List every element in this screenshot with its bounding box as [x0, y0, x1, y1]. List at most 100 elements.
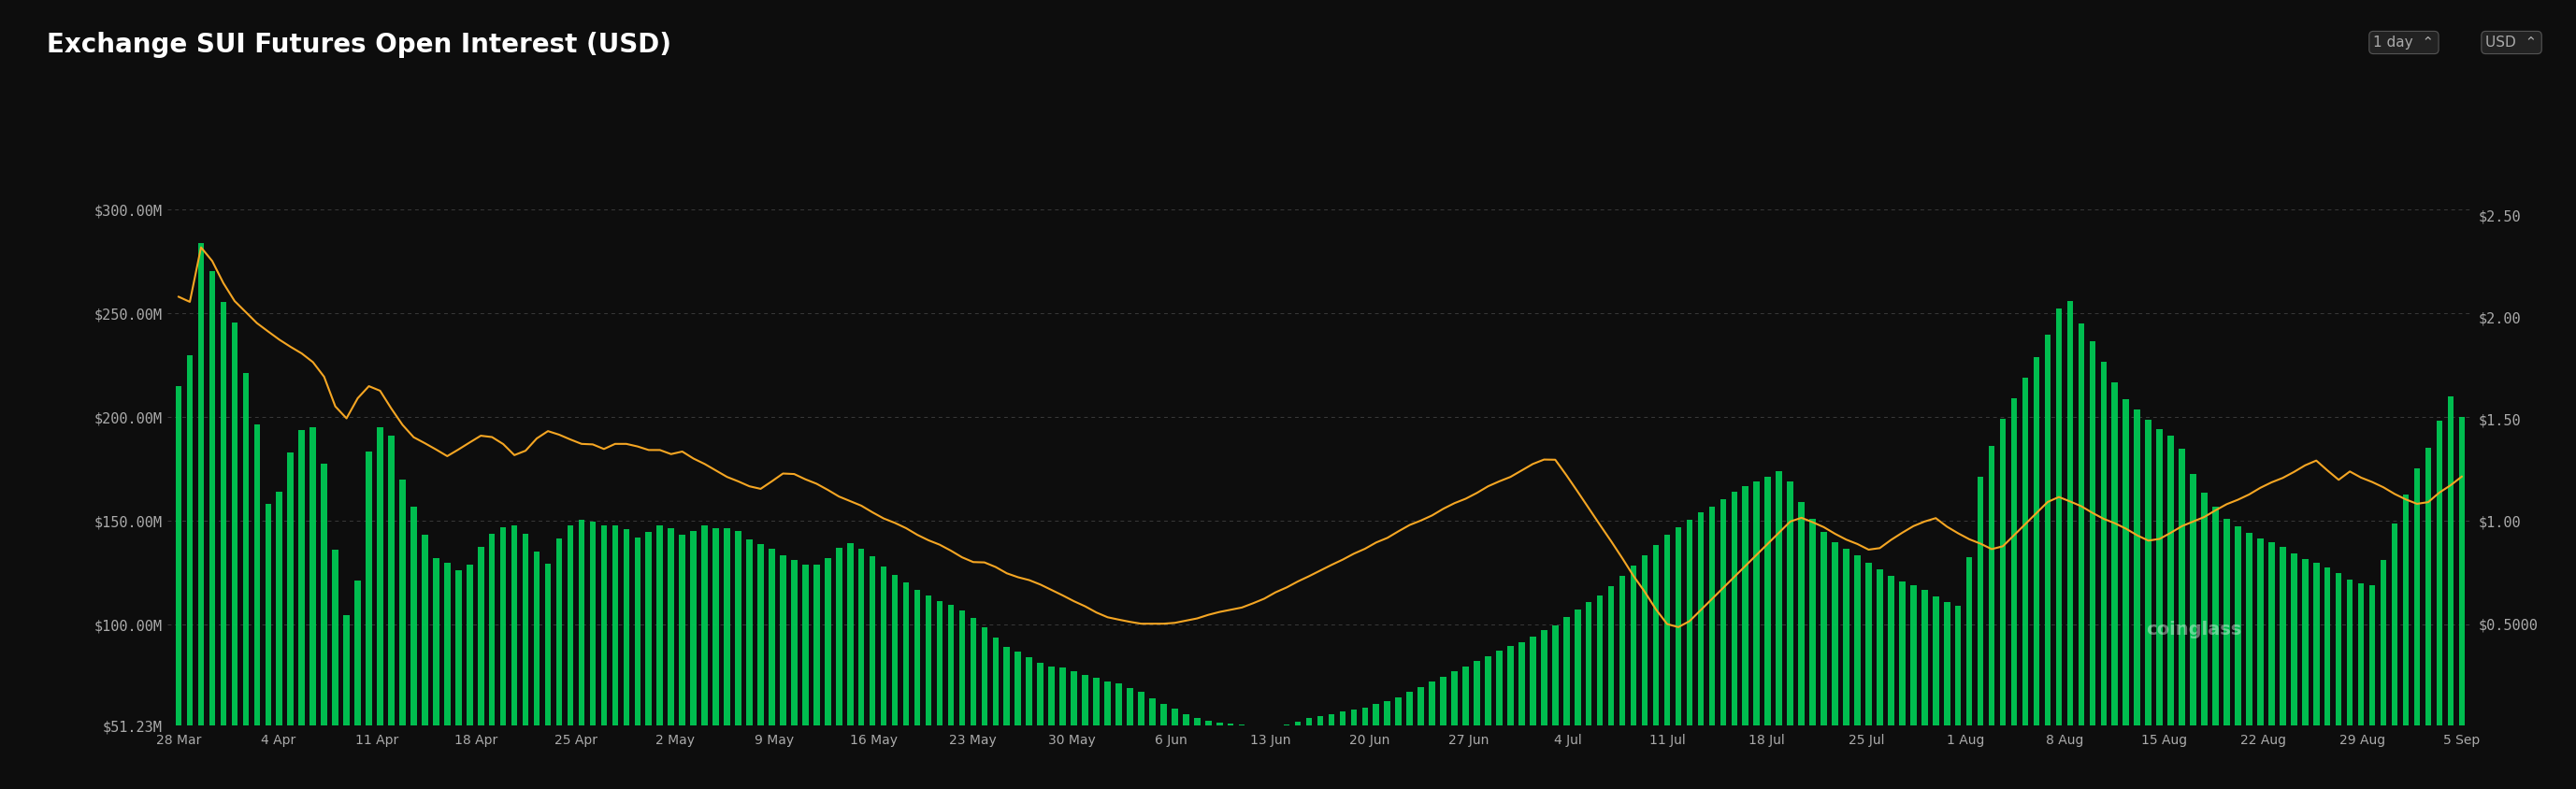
Bar [2099, 361, 2107, 789]
Bar [2213, 507, 2218, 789]
Bar [2079, 323, 2084, 789]
Bar [343, 615, 350, 789]
Bar [1159, 704, 1167, 789]
Bar [1340, 712, 1345, 789]
Bar [2269, 542, 2275, 789]
Bar [747, 540, 752, 789]
Bar [1105, 681, 1110, 789]
Text: 1 day  ⌃: 1 day ⌃ [2372, 36, 2434, 50]
Bar [2357, 584, 2365, 789]
Bar [2202, 493, 2208, 789]
Bar [2032, 357, 2040, 789]
Bar [1273, 725, 1278, 789]
Bar [198, 243, 204, 789]
Bar [1932, 596, 1940, 789]
Bar [948, 605, 953, 789]
Bar [848, 544, 853, 789]
Bar [2056, 308, 2061, 789]
Bar [914, 589, 920, 789]
Bar [2166, 436, 2174, 789]
Bar [1082, 675, 1087, 789]
Bar [477, 548, 484, 789]
Bar [1899, 581, 1906, 789]
Bar [523, 533, 528, 789]
Bar [399, 480, 404, 789]
Bar [433, 558, 438, 789]
Bar [1316, 716, 1324, 789]
Bar [1641, 555, 1649, 789]
Bar [1005, 646, 1010, 789]
Bar [2045, 335, 2050, 789]
Bar [1262, 725, 1267, 789]
Bar [2303, 559, 2308, 789]
Bar [1754, 481, 1759, 789]
Bar [1654, 544, 1659, 789]
Bar [1878, 570, 1883, 789]
Bar [891, 575, 899, 789]
Bar [2336, 574, 2342, 789]
Bar [2391, 523, 2398, 789]
Bar [1306, 718, 1311, 789]
Bar [1955, 606, 1960, 789]
Bar [1396, 697, 1401, 789]
Bar [590, 522, 595, 789]
Bar [309, 428, 317, 789]
Bar [2290, 553, 2298, 789]
Bar [2347, 579, 2352, 789]
Bar [2012, 398, 2017, 789]
Bar [1484, 656, 1492, 789]
Bar [1597, 595, 1602, 789]
Bar [1172, 709, 1177, 789]
Bar [209, 271, 216, 789]
Bar [1115, 683, 1121, 789]
Bar [1383, 701, 1391, 789]
Bar [2414, 468, 2419, 789]
Bar [2112, 382, 2117, 789]
Bar [1664, 534, 1669, 789]
Bar [958, 610, 966, 789]
Bar [1216, 722, 1224, 789]
Bar [1788, 481, 1793, 789]
Bar [2370, 585, 2375, 789]
Bar [881, 567, 886, 789]
Bar [1587, 602, 1592, 789]
Bar [1520, 642, 1525, 789]
Bar [971, 618, 976, 789]
Bar [1473, 661, 1481, 789]
Bar [2403, 495, 2409, 789]
Bar [1283, 724, 1291, 789]
Bar [242, 372, 250, 789]
Bar [1765, 477, 1770, 789]
Bar [925, 596, 933, 789]
Bar [1182, 714, 1190, 789]
Bar [185, 355, 193, 789]
Bar [510, 525, 518, 789]
Bar [1698, 513, 1703, 789]
Bar [1721, 499, 1726, 789]
Bar [2236, 526, 2241, 789]
Bar [2133, 409, 2141, 789]
Bar [1229, 724, 1234, 789]
Bar [1206, 720, 1211, 789]
Bar [546, 564, 551, 789]
Bar [1922, 590, 1927, 789]
Bar [2022, 378, 2027, 789]
Bar [2324, 567, 2331, 789]
Bar [814, 565, 819, 789]
Bar [680, 535, 685, 789]
Bar [657, 525, 662, 789]
Bar [1249, 725, 1257, 789]
Bar [724, 528, 729, 789]
Bar [1741, 486, 1749, 789]
Bar [1195, 718, 1200, 789]
Bar [1687, 519, 1692, 789]
Bar [1126, 688, 1133, 789]
Bar [489, 534, 495, 789]
Bar [556, 539, 562, 789]
Bar [175, 386, 183, 789]
Bar [2313, 563, 2318, 789]
Bar [2447, 397, 2455, 789]
Bar [2146, 420, 2151, 789]
Bar [2437, 421, 2442, 789]
Bar [1708, 507, 1716, 789]
